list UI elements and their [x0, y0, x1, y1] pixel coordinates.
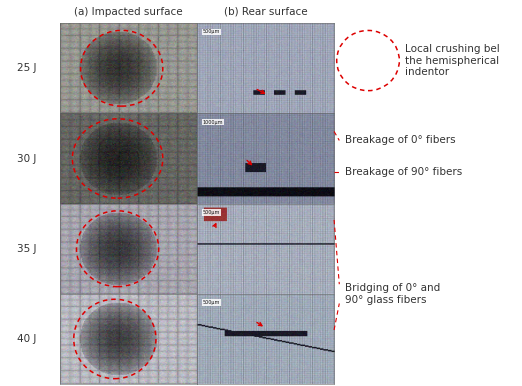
Text: (a) Impacted surface: (a) Impacted surface: [74, 7, 183, 17]
Text: Breakage of 90° fibers: Breakage of 90° fibers: [345, 167, 462, 177]
Text: 500μm: 500μm: [203, 29, 220, 34]
Text: Local crushing bel
the hemispherical
indentor: Local crushing bel the hemispherical ind…: [405, 44, 500, 77]
Text: 35 J: 35 J: [17, 244, 37, 254]
Text: 500μm: 500μm: [203, 300, 220, 305]
Text: 1000μm: 1000μm: [203, 120, 223, 125]
Text: Breakage of 0° fibers: Breakage of 0° fibers: [345, 135, 455, 146]
Text: Bridging of 0° and
90° glass fibers: Bridging of 0° and 90° glass fibers: [345, 283, 440, 305]
Text: 25 J: 25 J: [17, 63, 37, 73]
Text: 500μm: 500μm: [203, 210, 220, 215]
Text: 40 J: 40 J: [17, 334, 37, 344]
Text: 30 J: 30 J: [17, 154, 37, 164]
Text: (b) Rear surface: (b) Rear surface: [224, 7, 307, 17]
